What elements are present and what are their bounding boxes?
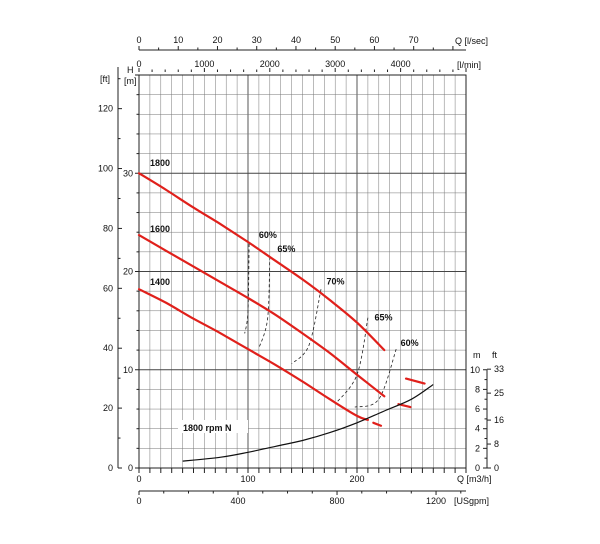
left-axis-ft-tick-label: 80 [103, 223, 113, 233]
efficiency-label-3: 70% [326, 276, 344, 286]
npsh-axis-m-tick-label: 4 [475, 424, 480, 434]
left-axis-ft-tick-label: 0 [108, 463, 113, 473]
top-axis-2-tick-label: 4000 [391, 59, 411, 69]
efficiency-contour-5 [354, 348, 397, 408]
left-axis-ft-tick-label: 20 [103, 403, 113, 413]
npsh-axis-m-tick-label: 10 [470, 365, 480, 375]
npsh-axis-ft-unit: ft [492, 350, 498, 360]
top-axis-1-tick-label: 40 [291, 35, 301, 45]
series-label-1600: 1600 [150, 224, 170, 234]
efficiency-contour-2 [258, 256, 271, 349]
bottom-axis-1-tick-label: 0 [136, 474, 141, 484]
npsh-axis-m-unit: m [473, 350, 481, 360]
grid [138, 74, 467, 469]
top-axis-1-label: Q [l/sec] [455, 36, 488, 46]
bottom-axis-2-tick-label: 800 [330, 496, 345, 506]
top-axis-1-tick-label: 30 [252, 35, 262, 45]
npsh-axis-ft-tick-label: 0 [494, 463, 499, 473]
top-axis-1-tick-label: 10 [173, 35, 183, 45]
left-axis-ft-tick-label: 120 [98, 104, 113, 114]
bottom-axis-2-tick-label: 0 [136, 496, 141, 506]
bottom-axis-2-tick-label: 1200 [426, 496, 446, 506]
npsh-curve-group: 1800 rpm N [178, 384, 434, 462]
bottom-axis-1-tick-label: 200 [349, 474, 364, 484]
top-axis-2-label: [l/min] [457, 60, 481, 70]
left-axis-m-unit: [m] [124, 76, 137, 86]
axes [117, 46, 491, 495]
npsh-axis-ft-tick-label: 25 [494, 388, 504, 398]
efficiency-contour-1 [244, 243, 250, 334]
top-axis-1-tick-label: 60 [369, 35, 379, 45]
left-axis-ft-unit: [ft] [100, 74, 110, 84]
head-curves: 1800 1600 1400 [137, 158, 426, 427]
left-axis-m-title: H [127, 65, 134, 75]
left-axis-ft-tick-label: 60 [103, 283, 113, 293]
efficiency-label-4: 65% [374, 313, 392, 323]
series-label-1800: 1800 [150, 158, 170, 168]
npsh-axis-ft-tick-label: 8 [494, 439, 499, 449]
top-axis-1-tick-label: 0 [136, 35, 141, 45]
left-axis-ft-tick-label: 40 [103, 343, 113, 353]
left-axis-m-tick-label: 20 [123, 267, 133, 277]
npsh-axis-m-tick-label: 2 [475, 443, 480, 453]
npsh-curve [182, 384, 434, 462]
top-axis-1-tick-label: 70 [409, 35, 419, 45]
npsh-label: 1800 rpm N [183, 423, 232, 433]
npsh-axis-m-tick-label: 0 [475, 463, 480, 473]
head-curve-1400 [137, 288, 369, 421]
head-curve-1800 [137, 172, 386, 352]
top-axis-2-tick-label: 1000 [194, 59, 214, 69]
npsh-axis-m-tick-label: 6 [475, 404, 480, 414]
axis-unit-labels: Q [l/sec] [l/min] Q [m3/h] [USgpm] [ft] … [100, 36, 498, 506]
left-axis-m-tick-label: 0 [128, 463, 133, 473]
npsh-axis-m-tick-label: 8 [475, 384, 480, 394]
left-axis-ft-tick-label: 100 [98, 164, 113, 174]
head-curve-1600 [137, 234, 386, 398]
efficiency-contour-3 [291, 289, 322, 365]
top-axis-2-tick-label: 3000 [325, 59, 345, 69]
top-axis-1-tick-label: 20 [212, 35, 222, 45]
npsh-label-bg [178, 420, 248, 433]
head-curve-tail-1400 [372, 421, 383, 427]
bottom-axis-2-label: [USgpm] [454, 496, 489, 506]
bottom-axis-2-tick-label: 400 [230, 496, 245, 506]
left-axis-m-tick-label: 10 [123, 365, 133, 375]
efficiency-label-2: 65% [277, 244, 295, 254]
head-curve-tail-1800 [404, 377, 426, 385]
top-axis-2-tick-label: 2000 [260, 59, 280, 69]
npsh-axis-ft-tick-label: 16 [494, 415, 504, 425]
top-axis-2-tick-label: 0 [136, 59, 141, 69]
top-axis-1-tick-label: 50 [330, 35, 340, 45]
left-axis-m-tick-label: 30 [123, 168, 133, 178]
npsh-axis-ft-tick-label: 33 [494, 364, 504, 374]
series-label-1400: 1400 [150, 277, 170, 287]
bottom-axis-1-label: Q [m3/h] [457, 474, 492, 484]
efficiency-label-5: 60% [401, 338, 419, 348]
efficiency-label-1: 60% [259, 230, 277, 240]
bottom-axis-1-tick-label: 100 [240, 474, 255, 484]
